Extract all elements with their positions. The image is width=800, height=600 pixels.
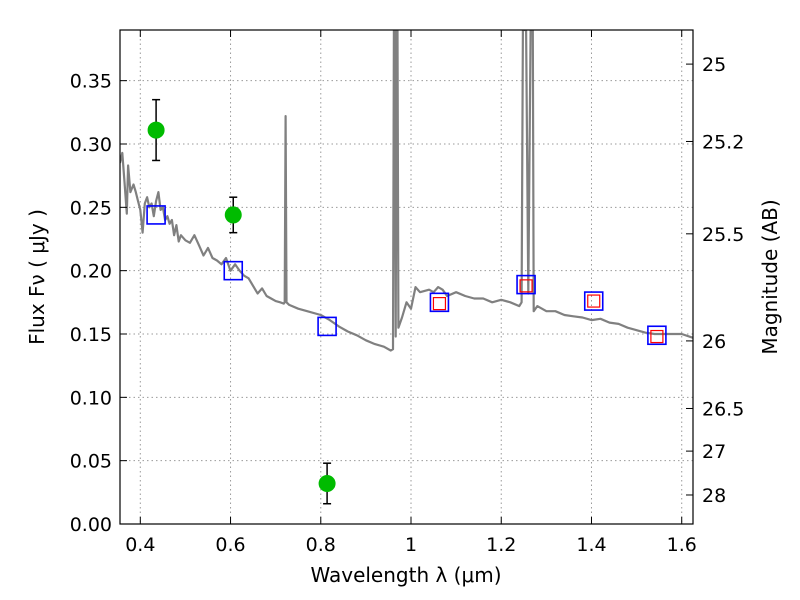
blue-square-point: [516, 274, 536, 295]
x-tick-label: 1.2: [486, 534, 516, 556]
red-square-point: [432, 297, 447, 311]
y-tick-label: 0.20: [70, 261, 112, 283]
right-tick-label: 25: [702, 54, 726, 76]
x-tick-label: 0.8: [306, 534, 336, 556]
points-layer: [146, 98, 667, 505]
green-data-point: [147, 121, 165, 139]
green-data-point: [318, 474, 336, 492]
red-square-point: [650, 329, 664, 344]
x-tick-label: 1.4: [576, 534, 606, 556]
blue-square-point: [429, 292, 450, 313]
x-tick-label: 0.4: [125, 534, 155, 556]
y-tick-label: 0.35: [70, 71, 112, 93]
green-data-point: [224, 206, 242, 224]
x-axis-label: Wavelength λ (μm): [310, 563, 501, 587]
y-tick-label: 0.30: [70, 134, 112, 156]
x-tick-label: 0.6: [215, 534, 245, 556]
right-tick-label: 25.5: [702, 224, 744, 246]
y-axis-label-right: Magnitude (AB): [758, 199, 782, 354]
blue-square-point: [647, 325, 667, 346]
right-tick-label: 26.5: [702, 398, 744, 420]
right-tick-label: 26: [702, 331, 726, 353]
blue-square-point: [317, 316, 337, 337]
y-axis-label-left: Flux Fν ( μJy ): [25, 209, 49, 345]
y-tick-label: 0.25: [70, 197, 112, 219]
plot-frame: [119, 29, 694, 525]
x-tick-label: 1.6: [667, 534, 697, 556]
red-square-point: [519, 279, 533, 293]
blue-square-point: [583, 291, 604, 311]
blue-square-point: [146, 205, 166, 225]
y-tick-label: 0.00: [70, 514, 112, 536]
blue-square-point: [223, 260, 244, 281]
red-square-point: [587, 294, 601, 308]
y-tick-label: 0.05: [70, 451, 112, 473]
ticks-layer: 0.4 0.6 0.8 1 1.2 1.4 1.6 0.00 0.05 0.10 0.15 0.20 0…: [70, 30, 744, 556]
right-tick-label: 27: [702, 441, 726, 463]
right-tick-label: 25.2: [702, 131, 744, 153]
y-tick-label: 0.15: [70, 324, 112, 346]
right-tick-label: 28: [702, 485, 726, 507]
x-tick-label: 1: [405, 534, 417, 556]
y-tick-label: 0.10: [70, 387, 112, 409]
